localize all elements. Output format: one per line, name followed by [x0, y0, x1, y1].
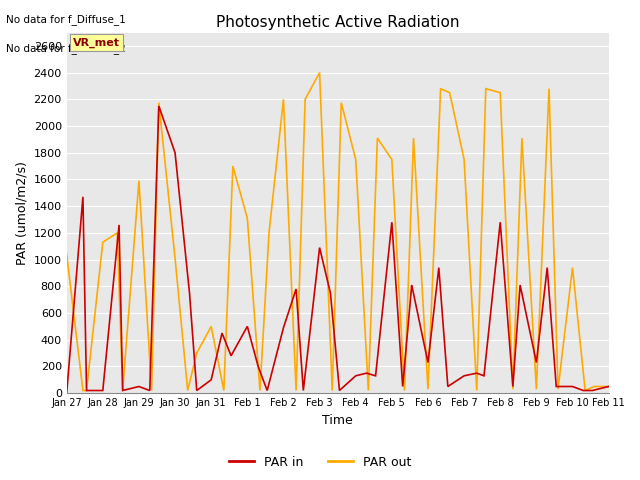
Title: Photosynthetic Active Radiation: Photosynthetic Active Radiation	[216, 15, 460, 30]
Legend: PAR in, PAR out: PAR in, PAR out	[223, 451, 417, 474]
X-axis label: Time: Time	[323, 414, 353, 427]
Y-axis label: PAR (umol/m2/s): PAR (umol/m2/s)	[15, 161, 28, 265]
Text: No data for f_Diffuse_2: No data for f_Diffuse_2	[6, 43, 126, 54]
Text: VR_met: VR_met	[73, 37, 120, 48]
Text: No data for f_Diffuse_1: No data for f_Diffuse_1	[6, 14, 126, 25]
